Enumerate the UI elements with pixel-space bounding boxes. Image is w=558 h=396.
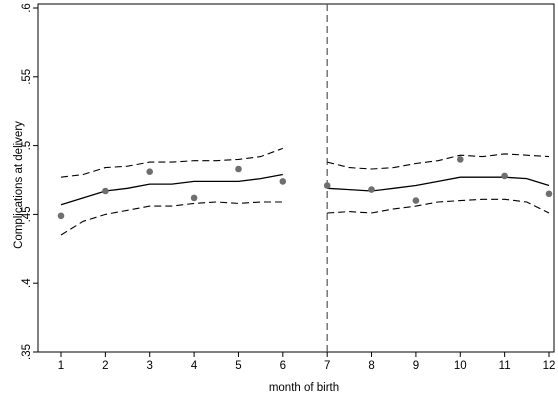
confidence-bands xyxy=(60,147,550,236)
data-point xyxy=(57,212,65,220)
x-tick-label: 4 xyxy=(191,360,198,372)
lower-ci-line-1 xyxy=(60,201,283,236)
x-tick-label: 1 xyxy=(58,360,64,372)
data-point xyxy=(323,182,331,189)
data-point xyxy=(190,194,198,202)
x-tick-label: 7 xyxy=(324,360,330,372)
x-tick-label: 9 xyxy=(413,360,419,372)
fitted-lines xyxy=(60,173,550,206)
x-tick-label: 10 xyxy=(454,360,467,372)
x-axis-title: month of birth xyxy=(269,382,339,394)
data-point xyxy=(545,190,553,198)
plot-frame xyxy=(37,3,555,353)
y-tick-label: .35 xyxy=(21,344,33,360)
data-point xyxy=(368,186,375,193)
upper-ci-line-1 xyxy=(60,147,283,178)
x-axis: 1 2 3 4 5 6 7 8 9 10 11 12 xyxy=(58,352,556,372)
data-point xyxy=(457,156,464,163)
data-point xyxy=(102,187,109,195)
upper-ci-line-2 xyxy=(327,153,550,170)
y-tick-label: .45 xyxy=(21,206,33,222)
lower-ci-line-2 xyxy=(327,198,550,214)
x-tick-label: 2 xyxy=(102,360,108,372)
y-axis: .35 .4 .45 .5 .55 .6 xyxy=(21,3,38,360)
data-points xyxy=(57,156,553,220)
data-point xyxy=(501,172,508,180)
data-point xyxy=(412,197,420,204)
y-tick-label: .55 xyxy=(21,69,33,85)
y-tick-label: .4 xyxy=(21,278,33,288)
y-axis-title: Complications at delivery xyxy=(13,121,25,249)
x-tick-label: 3 xyxy=(147,360,153,372)
data-point xyxy=(146,168,153,175)
fitted-line-2 xyxy=(327,176,550,192)
fitted-line-1 xyxy=(60,173,283,206)
x-tick-label: 6 xyxy=(280,360,286,372)
data-point xyxy=(235,165,242,173)
x-tick-label: 11 xyxy=(499,360,511,372)
plot-area-border xyxy=(37,3,555,353)
y-tick-label: .5 xyxy=(21,141,33,151)
x-tick-label: 12 xyxy=(543,360,556,372)
data-point xyxy=(279,178,287,185)
y-tick-label: .6 xyxy=(21,3,33,13)
x-tick-label: 5 xyxy=(235,360,241,372)
x-tick-label: 8 xyxy=(368,360,374,372)
